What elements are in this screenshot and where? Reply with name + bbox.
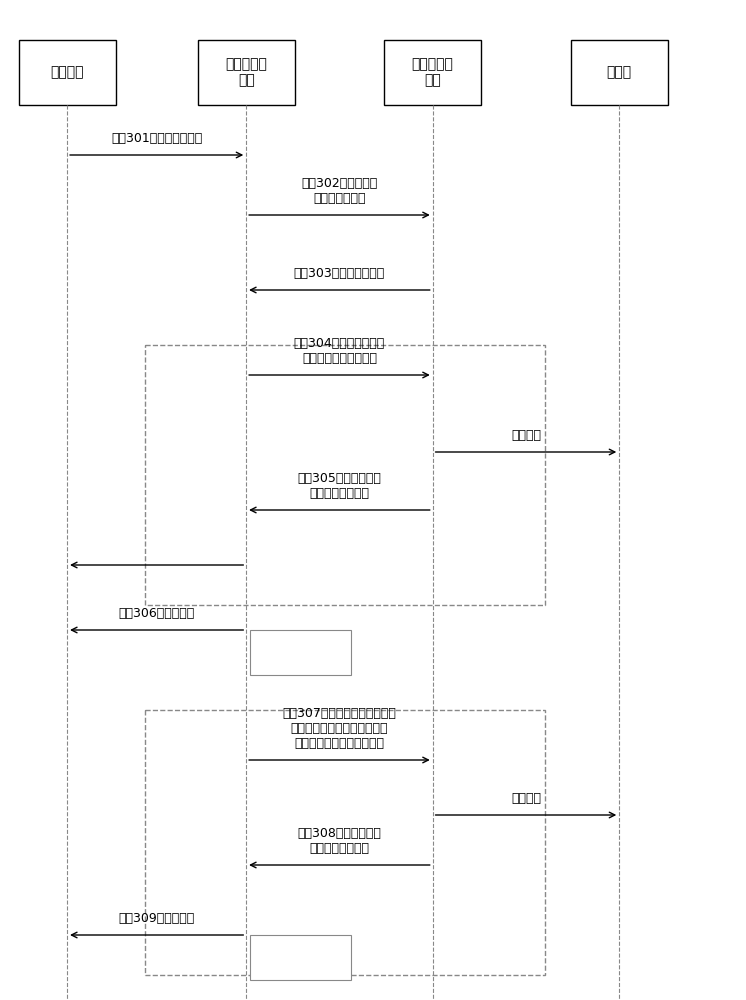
Text: 插件发布服
务器: 插件发布服 务器 xyxy=(412,57,454,88)
Text: 插件库: 插件库 xyxy=(606,66,632,80)
Text: 获取插件: 获取插件 xyxy=(511,429,541,442)
FancyBboxPatch shape xyxy=(19,40,116,105)
FancyBboxPatch shape xyxy=(250,935,351,980)
Text: 步骤304，未下载过该插
件发送获取插件的请求: 步骤304，未下载过该插 件发送获取插件的请求 xyxy=(294,337,385,365)
Text: 步骤303，插件配置信息: 步骤303，插件配置信息 xyxy=(294,267,385,280)
Text: 步骤301，插件集成请求: 步骤301，插件集成请求 xyxy=(111,132,202,145)
FancyBboxPatch shape xyxy=(571,40,668,105)
Text: 插件集成服
务器: 插件集成服 务器 xyxy=(225,57,267,88)
Text: 步骤308，将插件发送
给插件集成服务器: 步骤308，将插件发送 给插件集成服务器 xyxy=(298,827,381,855)
FancyBboxPatch shape xyxy=(384,40,481,105)
Text: 步骤305，将插件发送
给插件集成服务器: 步骤305，将插件发送 给插件集成服务器 xyxy=(298,472,381,500)
Text: 步骤306，插件集成: 步骤306，插件集成 xyxy=(119,607,195,620)
Text: 获取插件: 获取插件 xyxy=(511,792,541,805)
Text: 步骤302，获取插件
配置信息的请求: 步骤302，获取插件 配置信息的请求 xyxy=(301,177,377,205)
FancyBboxPatch shape xyxy=(250,630,351,675)
FancyBboxPatch shape xyxy=(198,40,295,105)
Text: 人机界面: 人机界面 xyxy=(51,66,84,80)
Text: 步骤309，插件集成: 步骤309，插件集成 xyxy=(119,912,195,925)
Text: 步骤307，已经下载过，并且插
件版本不一致，则向插件发布
服务器发送获取插件的请求: 步骤307，已经下载过，并且插 件版本不一致，则向插件发布 服务器发送获取插件的… xyxy=(283,707,396,750)
